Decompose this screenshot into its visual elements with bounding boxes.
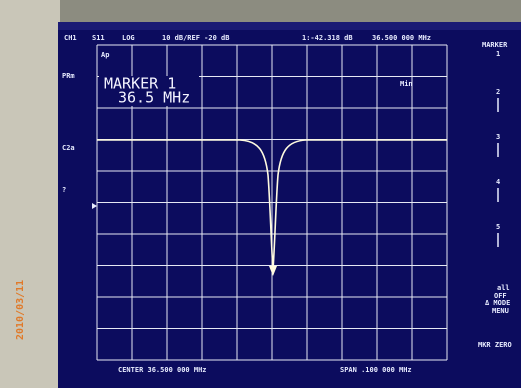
- softkey-all[interactable]: all: [497, 284, 510, 292]
- marker-freq: 36.5 MHz: [118, 89, 190, 107]
- softkey-title: MARKER: [482, 41, 508, 49]
- left-bezel: [0, 0, 60, 388]
- left-label: PRm: [62, 72, 75, 80]
- footer-center: CENTER 36.500 000 MHz: [118, 366, 207, 374]
- format: LOG: [122, 34, 135, 42]
- softkey[interactable]: 5: [496, 223, 500, 231]
- display-top: [58, 22, 521, 30]
- left-label: ?: [62, 186, 66, 194]
- scale: 10 dB/REF -20 dB: [162, 34, 229, 42]
- softkey[interactable]: 2: [496, 88, 500, 96]
- grid-label: Ap: [101, 51, 109, 59]
- softkey[interactable]: 4: [496, 178, 500, 186]
- date-stamp: 2010/03/11: [15, 280, 26, 340]
- softkey[interactable]: 3: [496, 133, 500, 141]
- footer-span: SPAN .100 000 MHz: [340, 366, 412, 374]
- parameter: S11: [92, 34, 105, 42]
- softkey-mode[interactable]: Δ MODE: [485, 299, 510, 307]
- channel: CH1: [64, 34, 77, 42]
- marker-value: 1:-42.318 dB: [302, 34, 353, 42]
- softkey-menu[interactable]: MENU: [492, 307, 509, 315]
- softkey-title-num[interactable]: 1: [496, 50, 500, 58]
- marker-freq: 36.500 000 MHz: [372, 34, 431, 42]
- softkey-zero[interactable]: MKR ZERO: [478, 341, 512, 349]
- screen-photo: 2010/03/11 CH1 S11 LOG 10 dB/REF -20 dB …: [0, 0, 521, 388]
- left-label: C2a: [62, 144, 75, 152]
- page: {"header": {"channel": "CH1", "parameter…: [0, 0, 521, 388]
- search-label: Min: [400, 80, 413, 88]
